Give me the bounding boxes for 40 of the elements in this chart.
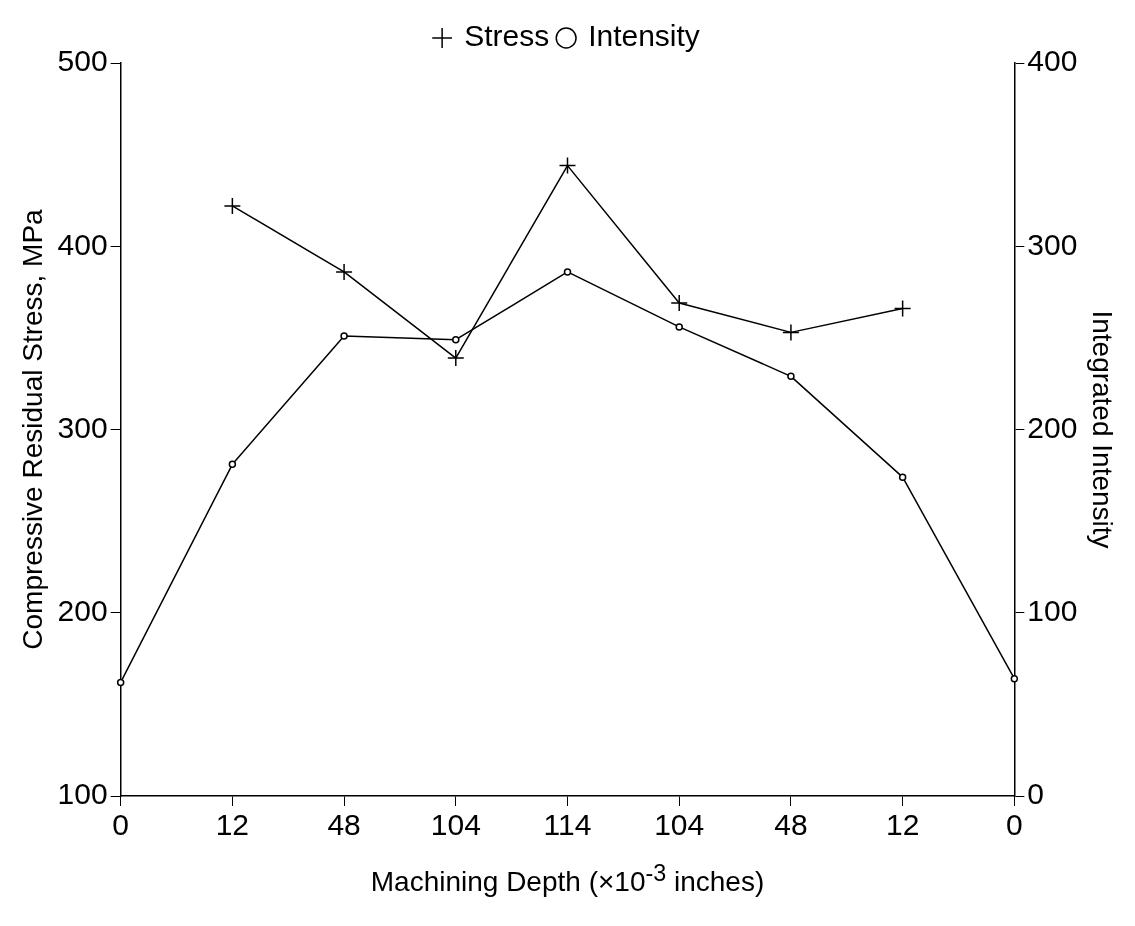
x-tick-label: 0 [112,808,129,842]
y-tick-label: 200 [57,594,108,628]
point [340,332,348,340]
point [675,323,683,331]
x-tick-label: 104 [654,808,705,842]
y2-tick-label: 200 [1027,410,1078,444]
y-tick-label: 500 [57,44,108,78]
y-axis-title: Compressive Residual Stress, MPa [16,208,48,650]
x-tick-label: 12 [215,808,250,842]
y2-tick-label: 100 [1027,594,1078,628]
y2-axis-title: Integrated Intensity [1087,310,1119,549]
x-axis-title: Machining Depth (×10$^{-3}$ inches) [369,860,766,899]
y-tick-label: 300 [57,410,108,444]
point [558,156,577,175]
point [223,197,242,215]
point [782,323,800,342]
y-tick-label: 100 [57,777,108,811]
x-tick-label: 0 [1006,808,1023,842]
y-tick-label: 400 [57,227,108,261]
y2-tick-label: 0 [1027,777,1045,811]
point [787,372,795,381]
point [452,335,460,344]
point [898,473,907,481]
x-tick-label: 12 [885,808,920,842]
y2-tick-label: 400 [1027,44,1078,78]
point [447,349,465,367]
point [563,268,572,276]
point [1010,674,1019,683]
point [335,263,353,281]
y2-tick-label: 300 [1027,227,1078,261]
point [893,299,912,318]
point [228,460,237,469]
x-tick-label: 48 [774,808,808,842]
legend-label: Intensity [588,19,700,53]
x-tick-label: 114 [543,808,592,842]
legend-label: Stress [464,19,550,53]
x-tick-label: 48 [327,808,361,842]
point [670,294,688,312]
x-tick-label: 104 [430,808,481,842]
point [116,678,125,687]
